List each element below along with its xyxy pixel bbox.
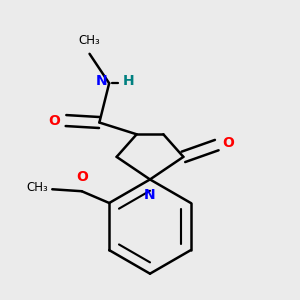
- Text: H: H: [123, 74, 134, 88]
- Text: CH₃: CH₃: [79, 34, 101, 47]
- Text: O: O: [223, 136, 235, 150]
- Text: N: N: [96, 74, 107, 88]
- Text: O: O: [76, 170, 88, 184]
- Text: CH₃: CH₃: [27, 181, 48, 194]
- Text: N: N: [144, 188, 156, 202]
- Text: O: O: [48, 114, 60, 128]
